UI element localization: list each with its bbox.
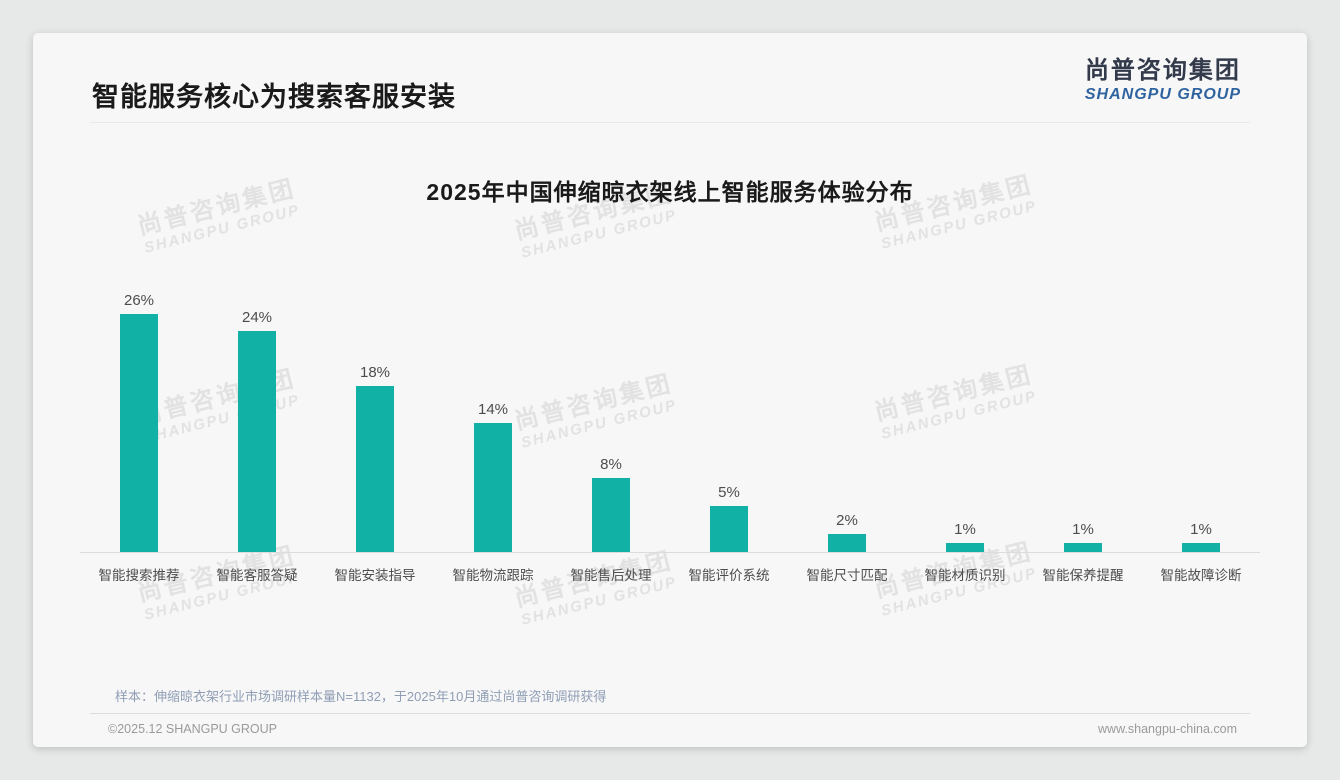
category-label: 智能安装指导 [334,568,416,583]
category-label: 智能尺寸匹配 [806,568,888,583]
chart-title: 2025年中国伸缩晾衣架线上智能服务体验分布 [426,179,914,205]
bar-value-label: 26% [123,292,155,309]
page-title: 智能服务核心为搜索客服安装 [92,82,456,112]
bar-value-label: 18% [359,364,391,381]
bar [1182,543,1220,552]
sample-note: 样本：伸缩晾衣架行业市场调研样本量N=1132，于2025年10月通过尚普咨询调… [115,689,607,704]
x-axis-line [80,552,1260,553]
category-label: 智能保养提醒 [1042,568,1124,583]
slide-card: 尚普咨询集团 SHANGPU GROUP 尚普咨询集团 SHANGPU GROUP 尚普… [33,33,1307,747]
company-logo: 尚普咨询集团 SHANGPU GROUP [1085,57,1241,104]
footer-website: www.shangpu-china.com [1098,722,1237,736]
bar-value-label: 8% [600,456,622,473]
bar-column: 1% [1024,292,1142,552]
category-label: 智能故障诊断 [1160,568,1242,583]
bar [828,534,866,552]
bar-value-label: 1% [1190,521,1212,538]
logo-english-text: SHANGPU GROUP [1084,85,1241,103]
bar [356,386,394,552]
content: 智能服务核心为搜索客服安装 尚普咨询集团 SHANGPU GROUP 2025年… [33,33,1307,747]
bar [710,506,748,552]
footer-copyright: ©2025.12 SHANGPU GROUP [108,722,277,736]
bar [1064,543,1102,552]
bar-column: 24% [198,292,316,552]
bar [592,478,630,552]
bar [946,543,984,552]
category-row: 智能搜索推荐 智能客服答疑 智能安装指导 智能物流跟踪 智能售后处理 智能评价系统 智能尺寸… [80,564,1260,584]
category-label: 智能评价系统 [688,568,770,583]
bar [238,331,276,552]
bar [120,314,158,552]
bar-column: 14% [434,292,552,552]
category-label: 智能材质识别 [924,568,1006,583]
bar-value-label: 14% [477,401,509,418]
bar-value-label: 1% [954,521,976,538]
footer-divider [90,713,1250,714]
bar-column: 1% [1142,292,1260,552]
title-divider [90,122,1250,123]
bar-column: 26% [80,292,198,552]
category-label: 智能客服答疑 [216,568,298,583]
bar-value-label: 2% [836,512,858,529]
bar-column: 2% [788,292,906,552]
bar-value-label: 1% [1072,521,1094,538]
bar [474,423,512,552]
category-label: 智能物流跟踪 [452,568,534,583]
bar-value-label: 5% [718,484,740,501]
category-label: 智能售后处理 [570,568,652,583]
category-label: 智能搜索推荐 [98,568,180,583]
bar-plot: 26% 24% 18% 14% 8% 5% 2% 1% 1% 1% [80,292,1260,552]
bar-column: 5% [670,292,788,552]
bar-value-label: 24% [241,309,273,326]
bar-column: 8% [552,292,670,552]
logo-chinese-text: 尚普咨询集团 [1084,57,1241,84]
bar-column: 1% [906,292,1024,552]
bar-column: 18% [316,292,434,552]
